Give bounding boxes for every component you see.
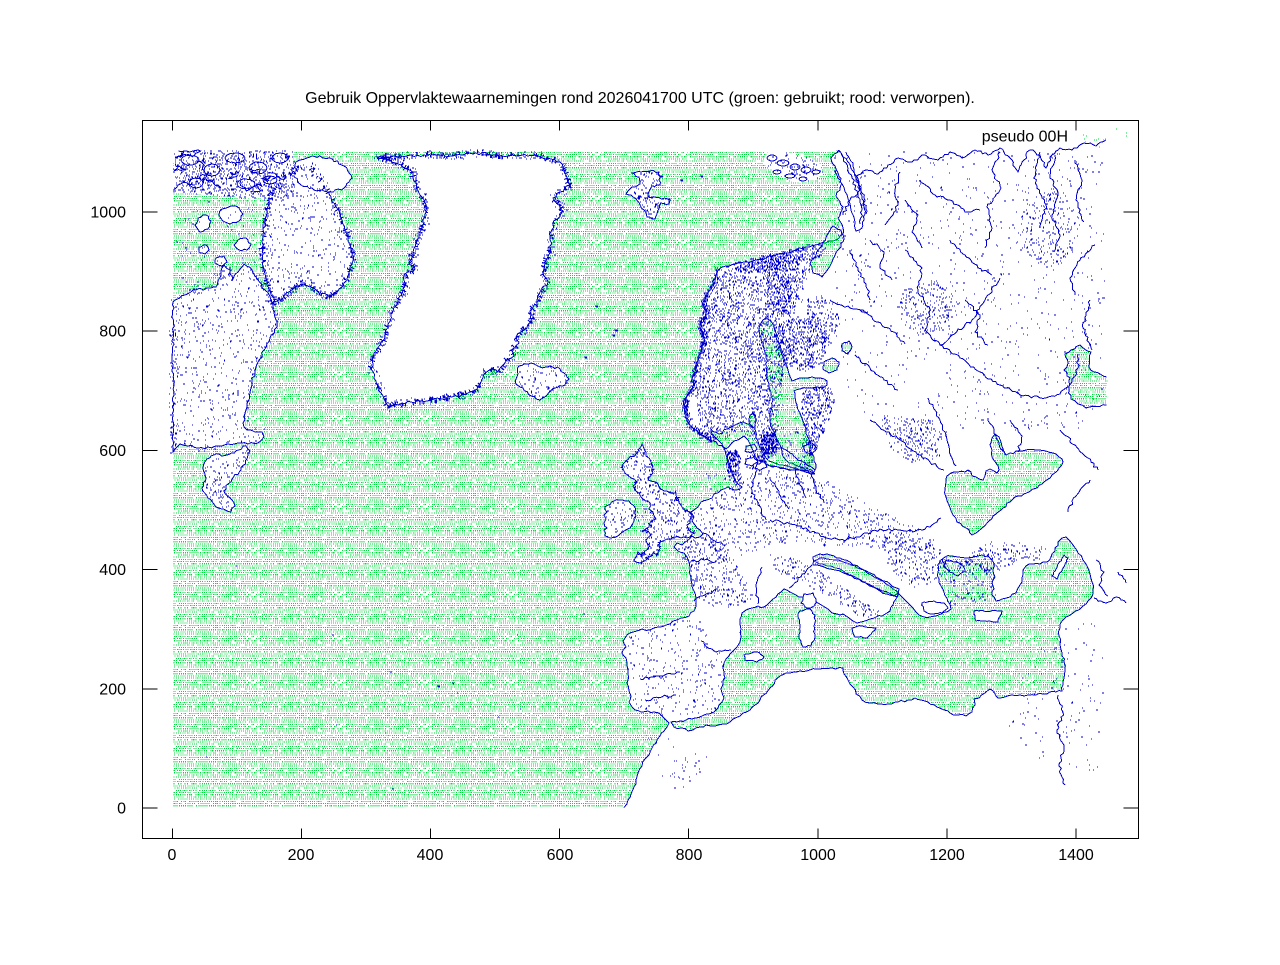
svg-text:1000: 1000 [800, 847, 836, 864]
svg-text:800: 800 [99, 324, 126, 341]
svg-text:600: 600 [547, 847, 574, 864]
svg-text:1200: 1200 [929, 847, 965, 864]
svg-text:200: 200 [99, 682, 126, 699]
svg-text:200: 200 [288, 847, 315, 864]
svg-text:1400: 1400 [1058, 847, 1094, 864]
svg-text:0: 0 [117, 801, 126, 818]
svg-text:1000: 1000 [90, 205, 126, 222]
svg-text:400: 400 [99, 562, 126, 579]
svg-text:600: 600 [99, 443, 126, 460]
svg-text:pseudo 00H: pseudo 00H [982, 129, 1068, 146]
svg-text:0: 0 [168, 847, 177, 864]
svg-text:800: 800 [676, 847, 703, 864]
svg-text:400: 400 [417, 847, 444, 864]
svg-text:Gebruik Oppervlaktewaarneminge: Gebruik Oppervlaktewaarnemingen rond 202… [305, 90, 975, 107]
